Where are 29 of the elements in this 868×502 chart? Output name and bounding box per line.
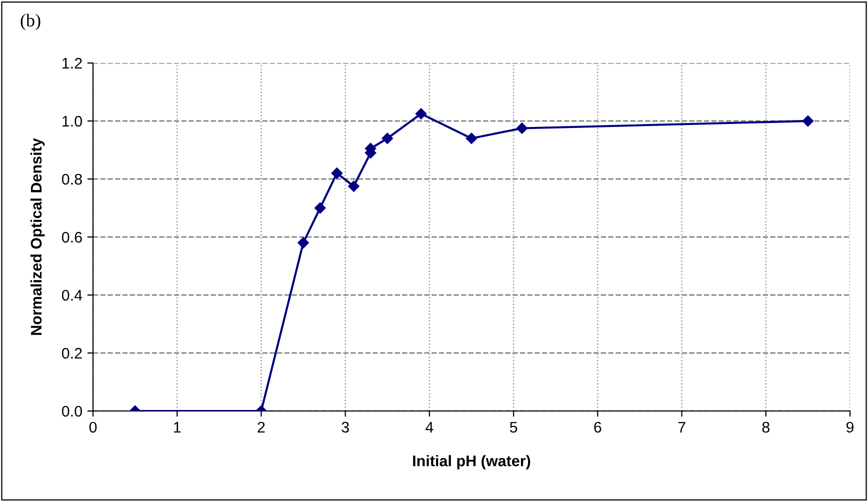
y-axis-title: Normalized Optical Density bbox=[30, 138, 45, 335]
chart-title: (b) bbox=[20, 14, 40, 30]
x-tick-label: 9 bbox=[846, 422, 854, 433]
point bbox=[348, 180, 360, 192]
x-tick-label: 7 bbox=[678, 422, 686, 432]
x-tick-label: 5 bbox=[510, 422, 518, 433]
y-tick-label: 0.6 bbox=[62, 232, 82, 243]
point bbox=[314, 202, 326, 214]
x-tick-label: 2 bbox=[258, 422, 265, 432]
point bbox=[802, 115, 814, 127]
x-tick-label: 4 bbox=[426, 422, 434, 432]
x-tick-label: 0 bbox=[89, 422, 97, 433]
y-tick-label: 1.0 bbox=[62, 116, 82, 127]
x-axis-title: Initial pH (water) bbox=[413, 455, 530, 470]
point bbox=[516, 122, 528, 134]
y-tick-label: 0.4 bbox=[62, 290, 82, 301]
y-tick-label: 1.2 bbox=[62, 58, 82, 69]
x-tick-label: 6 bbox=[594, 422, 602, 433]
y-tick-label: 0.2 bbox=[62, 348, 82, 359]
x-tick-label: 1 bbox=[174, 422, 181, 432]
point bbox=[466, 132, 478, 144]
y-tick-label: 0.0 bbox=[62, 406, 82, 417]
point bbox=[382, 132, 393, 144]
point bbox=[298, 237, 309, 248]
x-tick-label: 8 bbox=[762, 422, 770, 433]
x-tick-label: 3 bbox=[342, 422, 349, 433]
point bbox=[331, 168, 343, 179]
point bbox=[415, 108, 427, 120]
y-tick-label: 0.8 bbox=[62, 174, 82, 185]
